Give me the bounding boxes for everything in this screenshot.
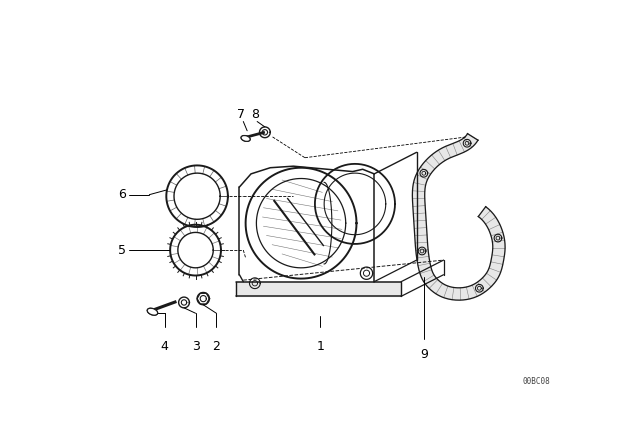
Text: 00BC08: 00BC08 bbox=[522, 377, 550, 386]
Text: 7: 7 bbox=[237, 108, 245, 121]
Polygon shape bbox=[236, 282, 401, 296]
Text: 1: 1 bbox=[316, 340, 324, 353]
Text: 6: 6 bbox=[118, 188, 126, 201]
Text: 8: 8 bbox=[252, 108, 260, 121]
Ellipse shape bbox=[148, 309, 157, 314]
Text: 4: 4 bbox=[161, 340, 169, 353]
Ellipse shape bbox=[241, 136, 250, 141]
Polygon shape bbox=[412, 134, 505, 300]
Text: 9: 9 bbox=[420, 348, 428, 361]
Ellipse shape bbox=[147, 308, 157, 315]
Text: 2: 2 bbox=[212, 340, 220, 353]
Text: 5: 5 bbox=[118, 244, 126, 257]
Text: 3: 3 bbox=[191, 340, 200, 353]
Ellipse shape bbox=[242, 136, 250, 141]
